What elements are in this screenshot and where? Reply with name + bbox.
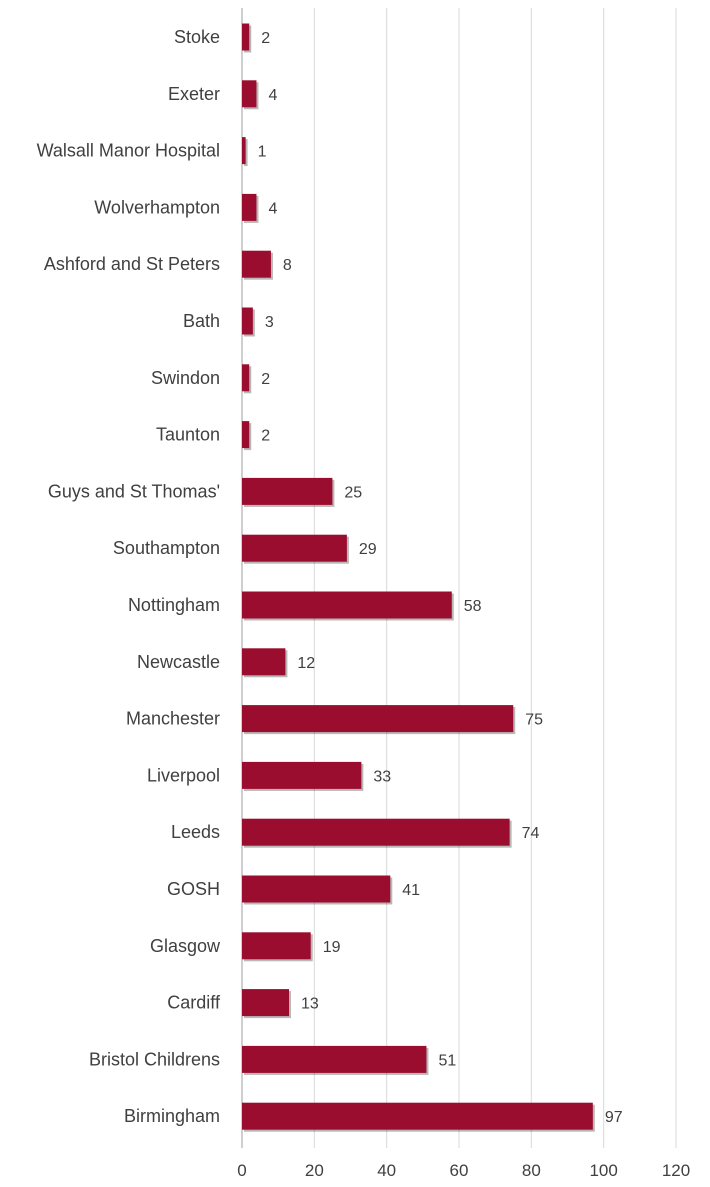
category-label: Bristol Childrens [89,1049,220,1069]
data-label: 1 [258,144,267,161]
data-label: 33 [373,768,391,785]
data-label: 25 [344,484,362,501]
category-labels: Stoke Exeter Walsall Manor Hospital Wolverh… [37,27,221,1126]
category-label: Cardiff [167,993,221,1013]
category-label: Exeter [168,84,220,104]
category-label: Glasgow [150,936,221,956]
category-label: Walsall Manor Hospital [37,141,220,161]
data-label: 4 [268,200,277,217]
x-tick-label: 60 [450,1161,469,1180]
bar [242,648,286,676]
data-label: 2 [261,428,270,445]
bar [242,761,362,789]
data-label: 74 [522,825,540,842]
x-tick-label: 80 [522,1161,541,1180]
data-label: 97 [605,1109,623,1126]
data-label: 2 [261,30,270,47]
data-label: 4 [268,87,277,104]
bar [242,137,246,165]
x-tick-label: 20 [305,1161,324,1180]
category-label: Stoke [174,27,220,47]
bar [242,989,290,1017]
gridlines [241,8,677,1148]
data-label: 41 [402,882,420,899]
bar [242,932,311,960]
bar [242,477,333,505]
category-label: Birmingham [124,1106,220,1126]
category-label: Nottingham [128,595,220,615]
bar-shadow [244,139,248,167]
data-label: 12 [297,655,315,672]
bar [242,818,510,846]
bar [242,534,347,562]
bar [242,307,253,335]
category-label: Bath [183,311,220,331]
category-label: Ashford and St Peters [44,254,220,274]
x-axis-ticks: 0 20 40 60 80 100 120 [237,1161,690,1180]
bar [242,591,452,619]
bar [242,1045,427,1073]
bar [242,193,257,221]
data-label: 13 [301,996,319,1013]
bar [242,364,250,392]
x-tick-label: 40 [377,1161,396,1180]
bar [242,250,271,278]
category-label: Newcastle [137,652,220,672]
bar [242,875,391,903]
data-label: 2 [261,371,270,388]
bar [242,421,250,449]
bar [242,1102,593,1130]
data-label: 58 [464,598,482,615]
data-label: 75 [525,712,543,729]
category-label: Swindon [151,368,220,388]
category-label: Taunton [156,425,220,445]
bar [242,23,250,51]
category-label: GOSH [167,879,220,899]
category-label: Wolverhampton [94,197,220,217]
category-label: Leeds [171,822,220,842]
bars [242,23,595,1132]
x-tick-label: 100 [589,1161,617,1180]
data-label: 8 [283,257,292,274]
bar [242,80,257,108]
x-tick-label: 120 [662,1161,690,1180]
category-label: Southampton [113,538,220,558]
bar [242,705,514,733]
data-label: 29 [359,541,377,558]
category-label: Manchester [126,709,220,729]
data-label: 19 [323,939,341,956]
data-label: 51 [438,1052,456,1069]
data-label: 3 [265,314,274,331]
category-label: Liverpool [147,765,220,785]
category-label: Guys and St Thomas' [48,481,220,501]
x-tick-label: 0 [237,1161,246,1180]
